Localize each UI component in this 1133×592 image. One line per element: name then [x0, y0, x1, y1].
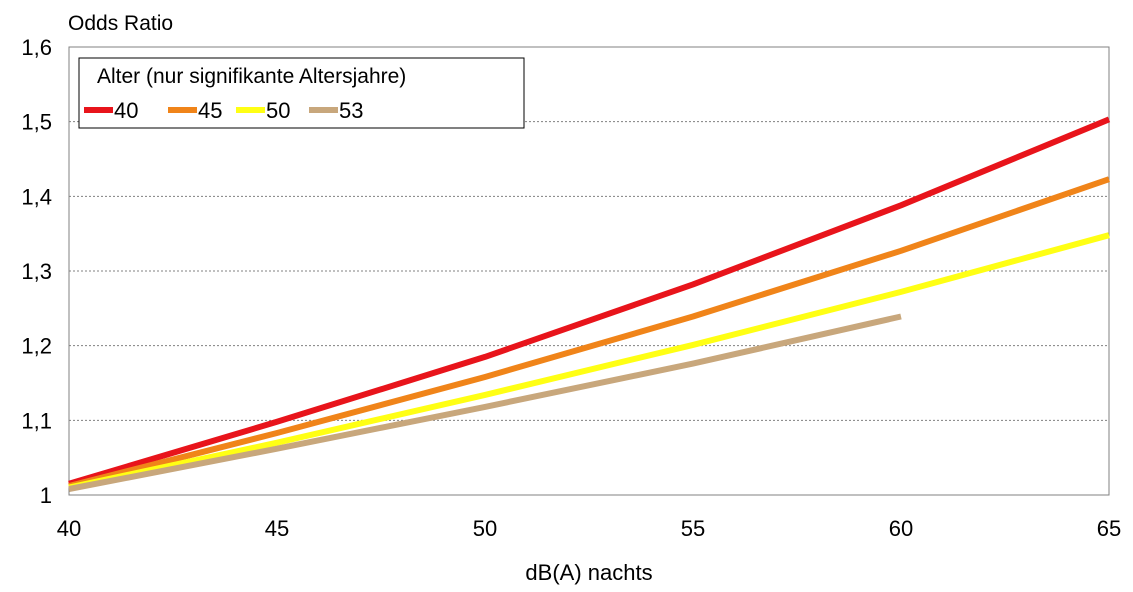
- plot-area-frame: [68, 46, 1110, 496]
- series-line-50: [68, 232, 1110, 491]
- series-line-40: [68, 116, 1111, 487]
- legend-box: [78, 57, 525, 129]
- legend-label-40: 40: [114, 98, 138, 123]
- legend-label-45: 45: [198, 98, 222, 123]
- x-tick-label: 40: [57, 516, 81, 541]
- y-tick-label: 1,5: [21, 110, 52, 135]
- legend-title: Alter (nur signifikante Altersjahre): [97, 65, 406, 88]
- y-tick-label: 1,3: [21, 259, 52, 284]
- legend: Alter (nur signifikante Altersjahre) 40 4…: [78, 57, 525, 129]
- series-lines: [68, 116, 1111, 492]
- x-tick-label: 45: [265, 516, 289, 541]
- y-tick-label: 1,2: [21, 334, 52, 359]
- y-axis-label: Odds Ratio: [68, 12, 173, 35]
- series-line-45: [68, 176, 1110, 489]
- y-tick-label: 1,6: [21, 35, 52, 60]
- x-tick-label: 55: [681, 516, 705, 541]
- x-axis-label: dB(A) nachts: [525, 560, 652, 585]
- legend-entries: 40 45 50 53: [84, 98, 363, 123]
- y-tick-label: 1,1: [21, 408, 52, 433]
- series-line-53: [68, 313, 902, 492]
- axes: Odds Ratio dB(A) nachts 1 1,1 1,2 1,3 1,4 1,5…: [21, 12, 1121, 585]
- x-tick-label: 60: [889, 516, 913, 541]
- y-tick-label: 1: [40, 483, 52, 508]
- legend-label-50: 50: [266, 98, 290, 123]
- y-tick-label: 1,4: [21, 184, 52, 209]
- x-tick-label: 65: [1097, 516, 1121, 541]
- x-tick-label: 50: [473, 516, 497, 541]
- legend-label-53: 53: [339, 98, 363, 123]
- grid: [69, 121, 1109, 421]
